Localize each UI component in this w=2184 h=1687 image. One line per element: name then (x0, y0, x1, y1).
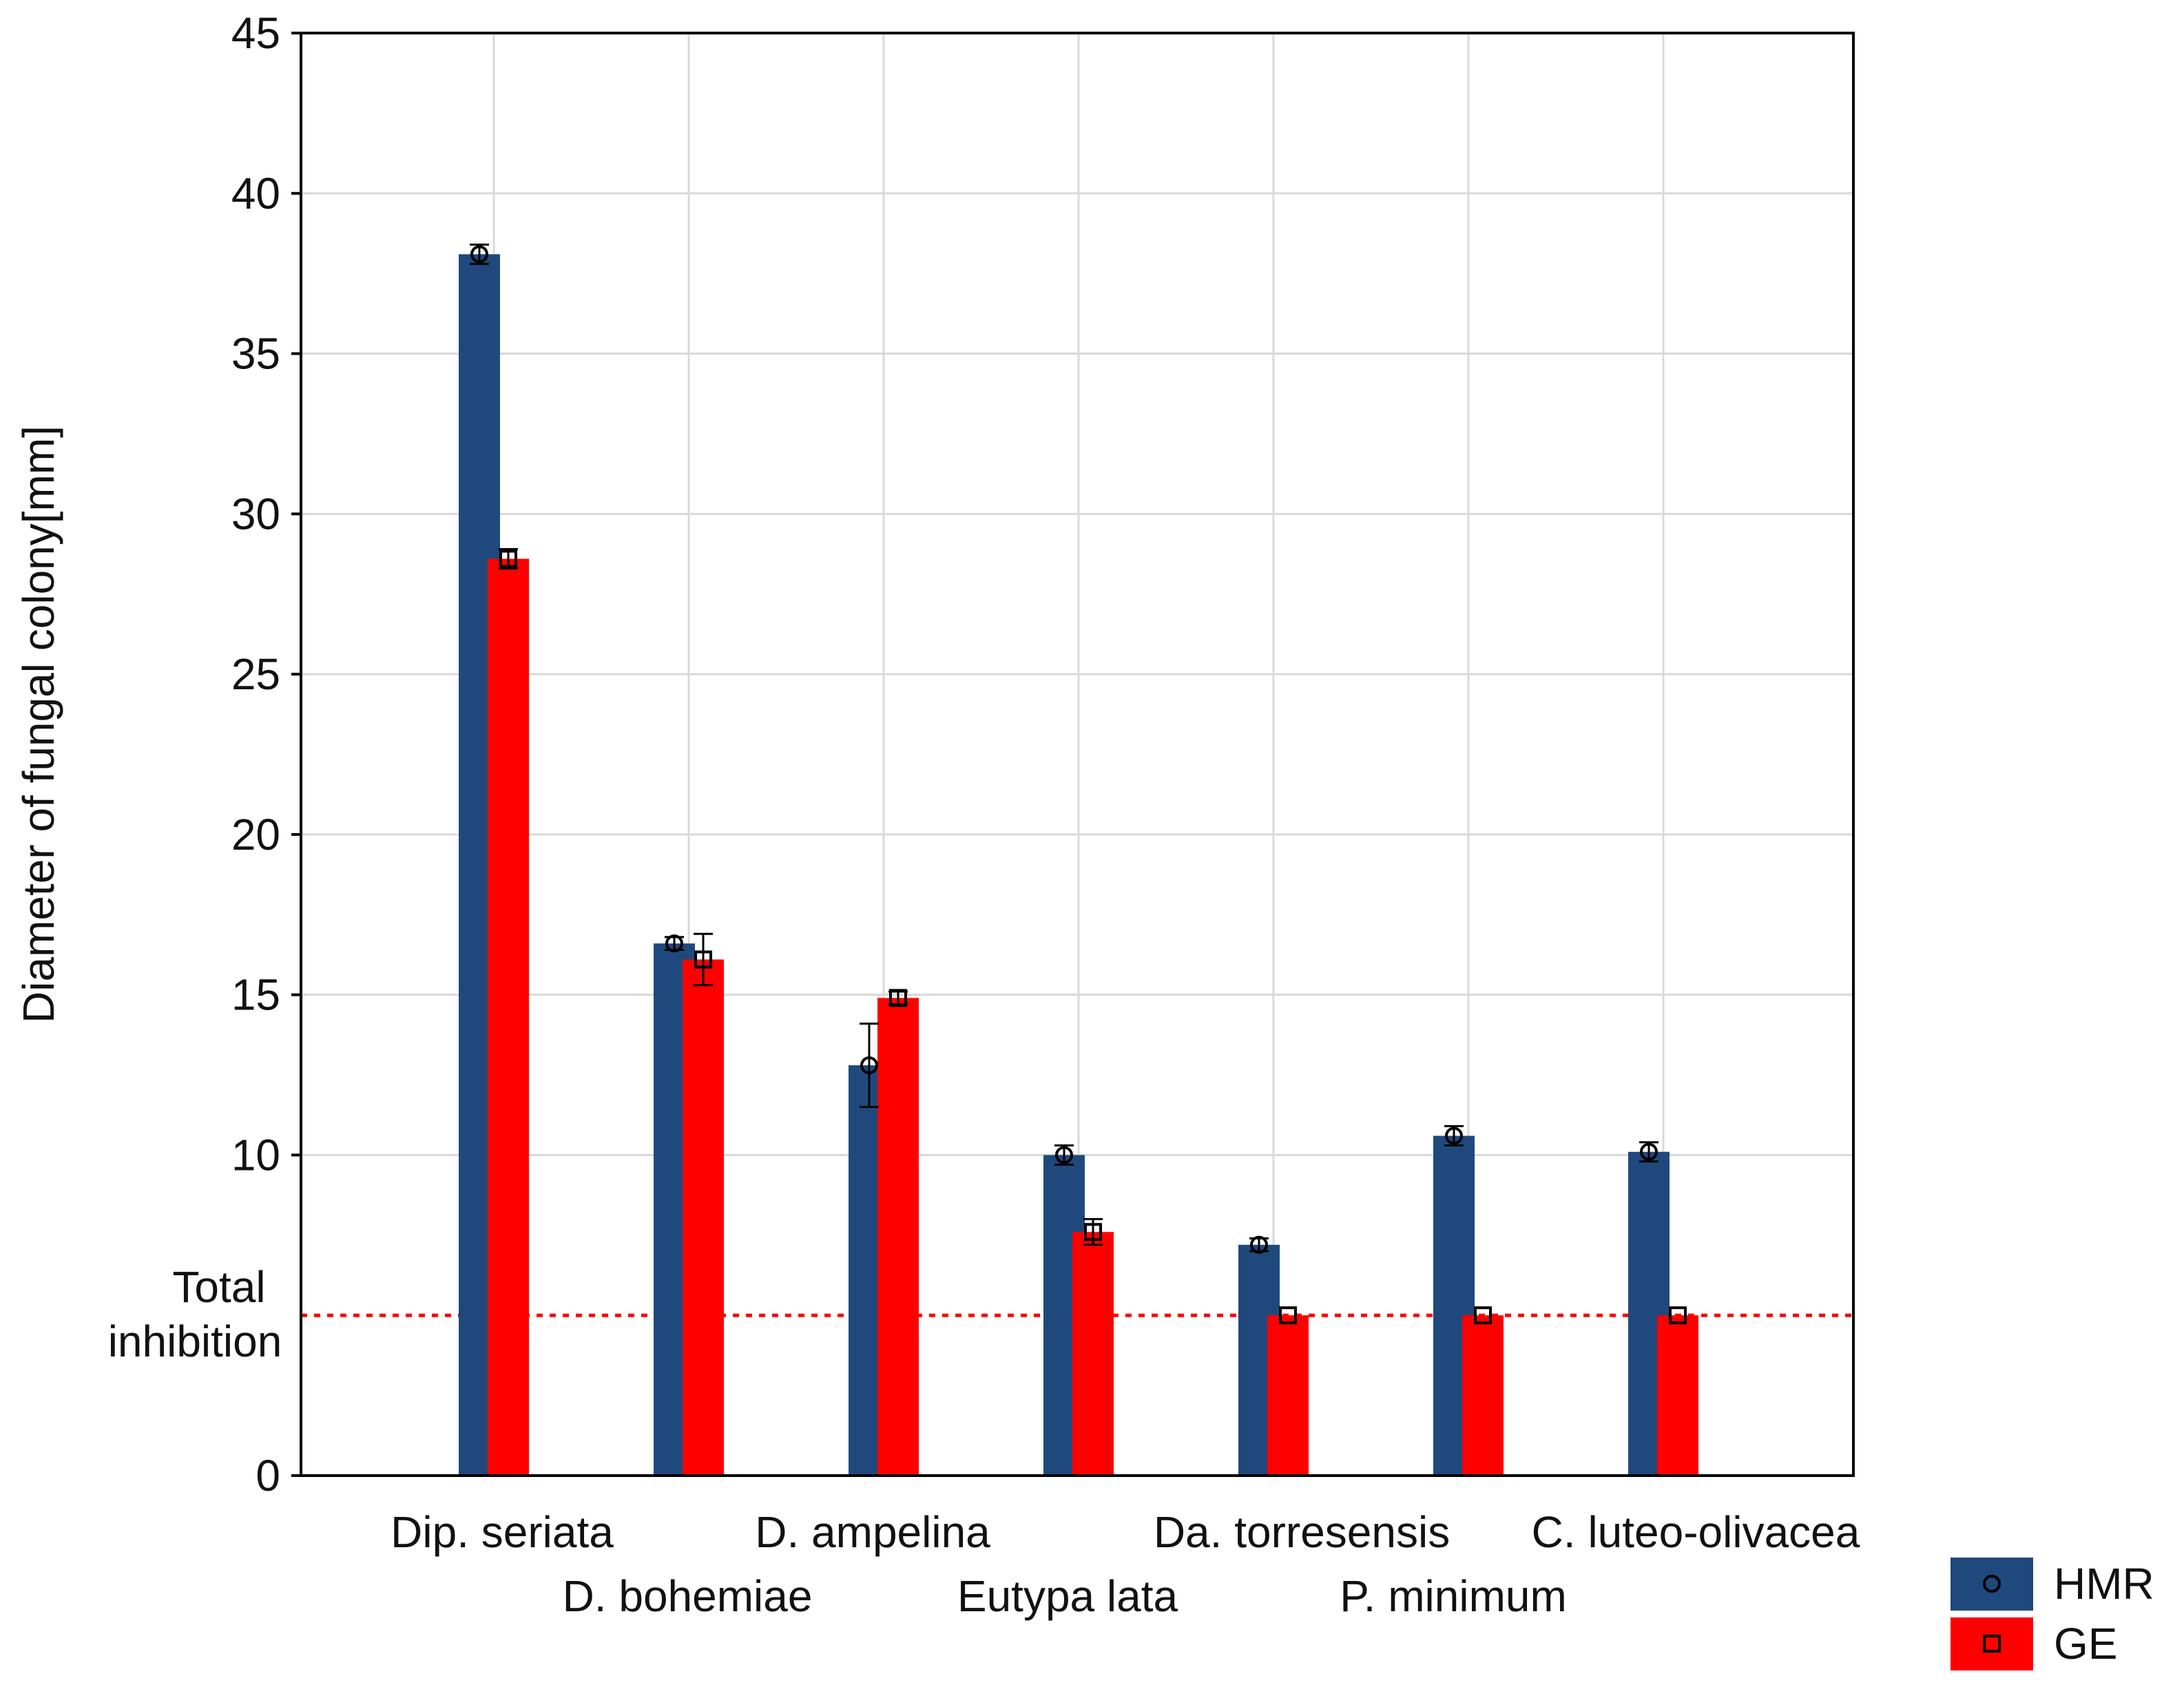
bars-layer (459, 243, 1698, 1476)
bar-ge (1462, 1315, 1504, 1476)
legend-marker-square (1983, 1635, 2001, 1653)
marker-circle (470, 245, 488, 264)
legend-marker-circle (1983, 1575, 2001, 1593)
marker-circle (665, 934, 683, 953)
y-tick-label: 40 (231, 169, 280, 218)
labels-layer: Diameter of fungal colony[mm] Total inhi… (14, 8, 1860, 1621)
legend: HMR GE (1951, 1558, 2154, 1670)
legend-label-ge: GE (2054, 1619, 2117, 1668)
x-category-label: D. bohemiae (563, 1571, 813, 1621)
marker-circle (1640, 1142, 1658, 1161)
legend-swatch-hmr (1951, 1558, 2033, 1611)
marker-circle (1445, 1127, 1463, 1145)
bar-ge (1657, 1315, 1698, 1476)
y-tick-label: 10 (231, 1130, 280, 1180)
plot-frame (300, 32, 1855, 1477)
y-axis-title: Diameter of fungal colony[mm] (14, 426, 63, 1023)
y-tick-label: 0 (256, 1451, 280, 1500)
bar-ge (877, 998, 919, 1476)
marker-circle (1250, 1235, 1268, 1254)
y-tick-label: 30 (231, 489, 280, 538)
marker-circle (860, 1056, 878, 1075)
marker-square (1084, 1223, 1102, 1241)
marker-square (889, 989, 907, 1007)
marker-square (1669, 1306, 1687, 1325)
bar-ge (1072, 1232, 1114, 1476)
reference-line-label-top: Total (172, 1262, 265, 1312)
legend-label-hmr: HMR (2054, 1559, 2154, 1609)
marker-square (1474, 1306, 1492, 1325)
reference-line-label-bottom: inhibition (108, 1317, 282, 1366)
y-tick-label: 45 (231, 8, 280, 58)
legend-swatch-ge (1951, 1617, 2033, 1670)
y-tick-label: 25 (231, 649, 280, 699)
y-tick-label: 35 (231, 329, 280, 379)
x-category-label: C. luteo-olivacea (1532, 1507, 1860, 1557)
x-category-label: Dip. seriata (391, 1507, 614, 1557)
x-category-label: Eutypa lata (957, 1571, 1178, 1621)
x-category-label: D. ampelina (755, 1507, 990, 1557)
x-category-label: Da. torresensis (1154, 1507, 1450, 1557)
bar-ge (683, 959, 724, 1476)
marker-square (1279, 1306, 1297, 1325)
marker-square (499, 549, 517, 568)
x-category-label: P. minimum (1340, 1571, 1567, 1621)
y-tick-label: 15 (231, 970, 280, 1020)
bar-ge (488, 558, 529, 1476)
y-tick-label: 20 (231, 810, 280, 859)
marker-circle (1055, 1146, 1073, 1164)
bar-ge (1267, 1315, 1309, 1476)
marker-square (694, 950, 712, 969)
axes-layer (291, 32, 1855, 1477)
